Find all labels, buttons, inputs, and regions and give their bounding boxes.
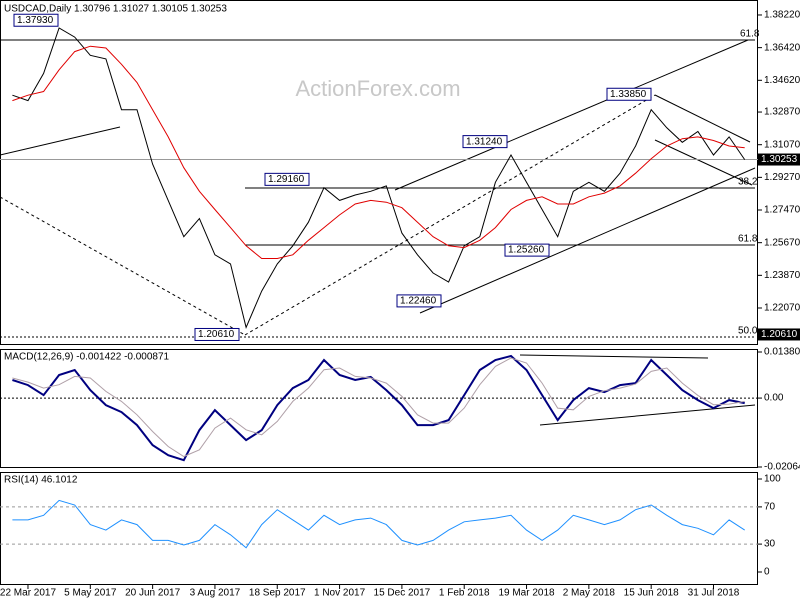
- x-tick-label: 31 Jul 2018: [688, 588, 740, 599]
- price-marker: [758, 153, 800, 166]
- y-tick-label: 1.36420: [764, 42, 800, 53]
- y-tick-label: -0.020648: [764, 462, 800, 473]
- y-tick-label: 0: [764, 567, 770, 578]
- fib-label: 61.8: [738, 234, 758, 245]
- annotation-box: [13, 13, 59, 27]
- y-tick-label: 1.38220: [764, 10, 800, 21]
- y-tick-label: 1.22070: [764, 303, 800, 314]
- y-tick-label: 100: [764, 474, 781, 485]
- y-tick-label: 0.013802: [764, 347, 800, 358]
- annotation-label: 1.22460: [400, 296, 437, 307]
- y-tick-label: 1.27470: [764, 205, 800, 216]
- y-tick-label: 1.23870: [764, 270, 800, 281]
- annotation-box: [264, 172, 310, 186]
- fib-label: 38.2: [738, 177, 758, 188]
- annotation-label: 1.29160: [268, 174, 305, 185]
- series-line: [12, 27, 746, 329]
- x-tick-label: 1 Nov 2017: [314, 588, 366, 599]
- price-marker-label: 1.20610: [761, 329, 798, 340]
- x-tick-label: 15 Dec 2017: [374, 588, 431, 599]
- y-tick-label: 1.25670: [764, 237, 800, 248]
- annotation-box: [606, 87, 652, 101]
- x-tick-label: 22 Mar 2017: [0, 588, 56, 599]
- y-tick-label: 70: [764, 502, 776, 513]
- annotation-label: 1.33850: [610, 89, 647, 100]
- price-marker: [758, 328, 800, 341]
- series-line: [12, 45, 745, 259]
- y-tick-label: 1.31070: [764, 139, 800, 150]
- annotation-label: 1.20610: [198, 329, 235, 340]
- annotation-label: 1.31240: [466, 136, 503, 147]
- x-tick-label: 18 Sep 2017: [249, 588, 306, 599]
- annotation-box: [194, 327, 240, 341]
- fib-label: 61.8: [740, 29, 760, 40]
- frame: [0, 0, 758, 585]
- y-tick-label: 30: [764, 539, 776, 550]
- y-tick-label: 1.34620: [764, 75, 800, 86]
- series-line: [12, 357, 745, 458]
- x-tick-label: 19 Mar 2018: [498, 588, 555, 599]
- x-tick-label: 5 May 2017: [64, 588, 117, 599]
- price-marker-label: 1.30253: [761, 154, 798, 165]
- x-tick-label: 20 Jun 2017: [125, 588, 180, 599]
- y-tick-label: 1.29270: [764, 172, 800, 183]
- x-tick-label: 3 Aug 2017: [190, 588, 241, 599]
- annotation-box: [396, 294, 442, 308]
- annotation-label: 1.25260: [508, 245, 545, 256]
- series-line: [12, 354, 745, 462]
- x-tick-label: 15 Jun 2018: [624, 588, 679, 599]
- x-tick-label: 2 May 2018: [563, 588, 616, 599]
- y-tick-label: 0.00: [764, 393, 784, 404]
- annotation-box: [462, 135, 508, 149]
- annotation-box: [504, 243, 550, 257]
- fib-label: 50.0: [738, 326, 758, 337]
- annotation-label: 1.37930: [17, 15, 54, 26]
- series-line: [12, 499, 745, 549]
- watermark: ActionForex.com: [295, 76, 460, 101]
- macd-title: MACD(12,26,9) -0.001422 -0.000871: [4, 352, 170, 363]
- y-tick-label: 1.32870: [764, 107, 800, 118]
- trendlines: [0, 39, 756, 426]
- x-tick-label: 1 Feb 2018: [439, 588, 490, 599]
- chart-title: USDCAD,Daily 1.30796 1.31027 1.30105 1.3…: [4, 4, 227, 15]
- rsi-title: RSI(14) 46.1012: [4, 475, 78, 486]
